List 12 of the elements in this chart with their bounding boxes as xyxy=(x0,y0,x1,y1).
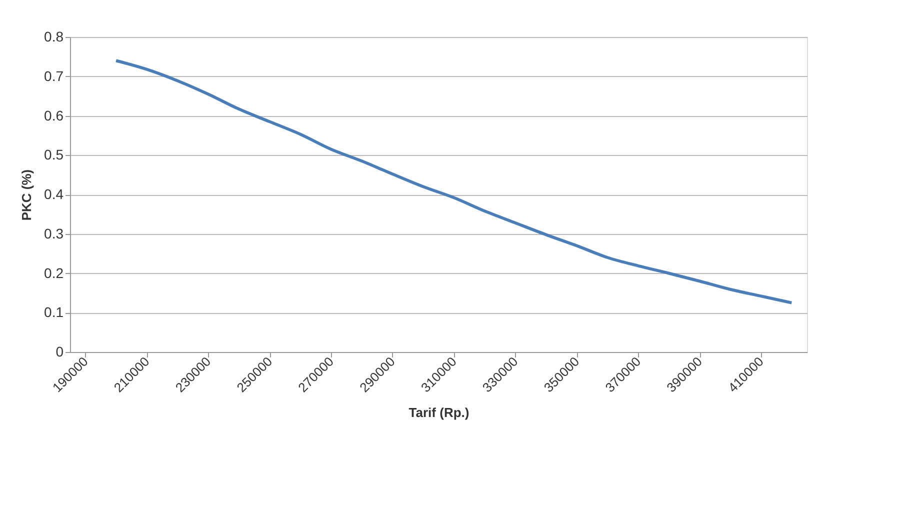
y-tick-label: 0.3 xyxy=(44,225,64,242)
y-tick-label: 0.8 xyxy=(44,28,64,44)
x-axis-title: Tarif (Rp.) xyxy=(408,405,470,420)
y-tick-label: 0 xyxy=(56,344,64,360)
y-axis-title: PKC (%) xyxy=(19,169,34,221)
line-series xyxy=(114,59,794,304)
y-tick-label: 0.7 xyxy=(44,68,64,84)
y-tick-label: 0.2 xyxy=(44,264,64,281)
y-tick-label: 0.6 xyxy=(44,107,64,124)
y-tick-label: 0.5 xyxy=(44,146,64,163)
y-tick-label: 0.1 xyxy=(44,304,64,320)
y-tick-label: 0.4 xyxy=(44,186,64,202)
